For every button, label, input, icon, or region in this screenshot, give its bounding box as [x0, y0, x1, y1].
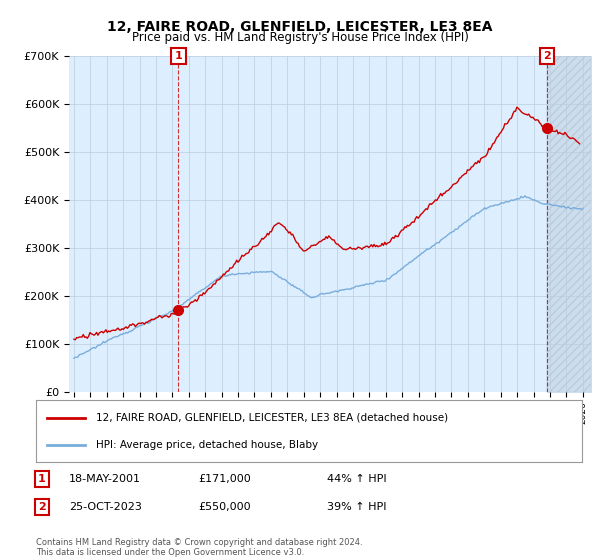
Text: HPI: Average price, detached house, Blaby: HPI: Average price, detached house, Blab… — [96, 440, 318, 450]
Text: 1: 1 — [38, 474, 46, 484]
Text: 18-MAY-2001: 18-MAY-2001 — [69, 474, 141, 484]
Text: 39% ↑ HPI: 39% ↑ HPI — [327, 502, 386, 512]
Text: 25-OCT-2023: 25-OCT-2023 — [69, 502, 142, 512]
Text: Contains HM Land Registry data © Crown copyright and database right 2024.
This d: Contains HM Land Registry data © Crown c… — [36, 538, 362, 557]
Text: Price paid vs. HM Land Registry's House Price Index (HPI): Price paid vs. HM Land Registry's House … — [131, 31, 469, 44]
Text: 2: 2 — [543, 51, 551, 61]
Text: 12, FAIRE ROAD, GLENFIELD, LEICESTER, LE3 8EA (detached house): 12, FAIRE ROAD, GLENFIELD, LEICESTER, LE… — [96, 413, 448, 423]
Text: 1: 1 — [175, 51, 182, 61]
Text: £171,000: £171,000 — [198, 474, 251, 484]
Text: 44% ↑ HPI: 44% ↑ HPI — [327, 474, 386, 484]
Text: 2: 2 — [38, 502, 46, 512]
Text: £550,000: £550,000 — [198, 502, 251, 512]
Text: 12, FAIRE ROAD, GLENFIELD, LEICESTER, LE3 8EA: 12, FAIRE ROAD, GLENFIELD, LEICESTER, LE… — [107, 20, 493, 34]
